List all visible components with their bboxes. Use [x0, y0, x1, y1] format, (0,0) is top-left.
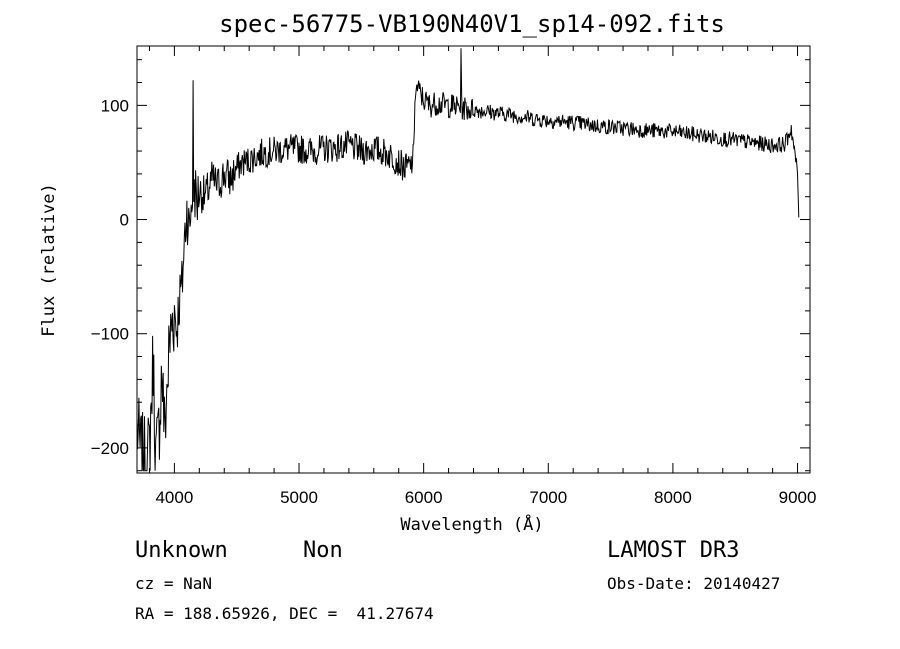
x-tick-label: 8000: [654, 488, 692, 507]
y-axis-label: Flux (relative): [39, 183, 59, 337]
observation-date: Obs-Date: 20140427: [607, 574, 781, 593]
coordinates: RA = 188.65926, DEC = 41.27674: [135, 604, 434, 623]
x-axis-label: Wavelength (Å): [400, 513, 543, 535]
x-tick-label: 5000: [280, 488, 318, 507]
x-tick-labels: 4000 5000 6000 7000 8000 9000: [155, 488, 816, 507]
spectrum-line: [136, 48, 800, 472]
chart-title: spec-56775-VB190N40V1_sp14-092.fits: [219, 10, 725, 38]
y-tick-label: −200: [91, 439, 129, 458]
y-tick-label: 0: [120, 211, 129, 230]
x-tick-label: 4000: [155, 488, 193, 507]
plot-frame: [136, 45, 811, 474]
redshift-cz: cz = NaN: [135, 574, 213, 593]
x-tick-label: 6000: [405, 488, 443, 507]
x-tick-label: 7000: [529, 488, 567, 507]
survey-name: LAMOST DR3: [607, 538, 740, 563]
axis-ticks: [137, 46, 810, 473]
y-tick-label: −100: [91, 325, 129, 344]
y-tick-label: 100: [101, 96, 129, 115]
object-subclass: Non: [303, 538, 343, 563]
object-class: Unknown: [135, 538, 228, 563]
y-tick-labels: −200 −100 0 100: [91, 96, 129, 458]
x-tick-label: 9000: [779, 488, 817, 507]
